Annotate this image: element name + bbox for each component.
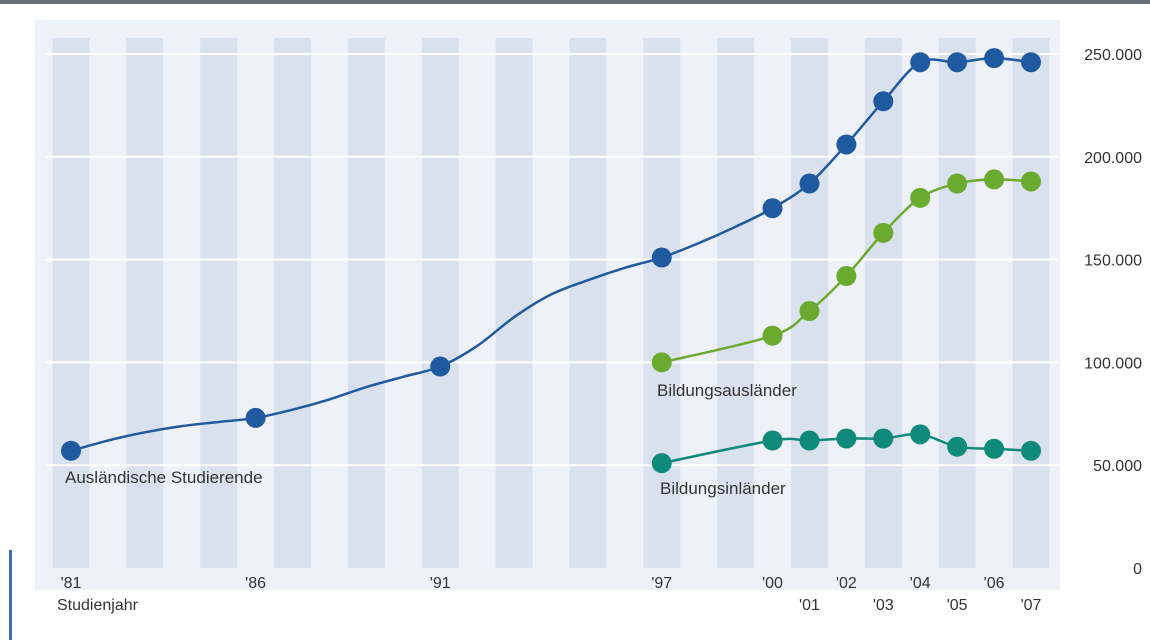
data-point [762, 430, 783, 451]
x-tick-label: '02 [836, 575, 857, 592]
year-band [938, 38, 976, 568]
data-point [651, 453, 672, 474]
plot-area [35, 20, 1060, 590]
data-point [651, 247, 672, 268]
year-band [347, 38, 385, 568]
year-band [126, 38, 164, 568]
x-tick-label: '97 [651, 575, 672, 592]
y-tick-label: 0 [1133, 561, 1142, 578]
x-tick-label: '91 [430, 575, 451, 592]
y-tick-label: 50.000 [1093, 458, 1142, 475]
x-tick-label: '00 [762, 575, 783, 592]
data-point [836, 134, 857, 155]
data-point [836, 266, 857, 287]
data-point [984, 438, 1005, 459]
year-bands [52, 38, 1050, 568]
x-tick-label: '06 [984, 575, 1005, 592]
year-band [274, 38, 311, 568]
data-point [1021, 440, 1041, 461]
data-point [910, 187, 931, 208]
data-point [1021, 171, 1041, 192]
x-tick-label: '04 [910, 575, 931, 592]
data-point [873, 222, 894, 243]
data-point [984, 169, 1005, 190]
data-point [836, 428, 857, 449]
series-label: Bildungsausländer [657, 381, 797, 400]
year-band [52, 38, 90, 568]
y-tick-label: 100.000 [1084, 355, 1142, 372]
x-tick-label: '81 [61, 575, 82, 592]
x-tick-label: '01 [799, 597, 820, 614]
series-line [70, 56, 1032, 453]
x-tick-label: '86 [245, 575, 266, 592]
data-point [873, 428, 894, 449]
left-accent-bar [9, 550, 12, 640]
data-point [762, 325, 783, 346]
y-tick-label: 200.000 [1084, 150, 1142, 167]
gridlines [45, 53, 1058, 467]
year-band [864, 38, 902, 568]
x-axis-label: Studienjahr [57, 597, 139, 614]
year-band [495, 38, 533, 568]
data-point [1021, 52, 1041, 73]
year-band [200, 38, 238, 568]
data-point [910, 52, 931, 73]
series-label: Ausländische Studierende [65, 468, 263, 487]
data-point [762, 198, 783, 219]
series-label: Bildungsinländer [660, 479, 786, 498]
data-point [984, 48, 1005, 69]
y-tick-label: 150.000 [1084, 253, 1142, 270]
year-band [1012, 38, 1050, 568]
x-tick-label: '05 [947, 597, 968, 614]
year-band [569, 38, 607, 568]
data-point [799, 173, 820, 194]
y-axis-ticks: 0 50.000 100.000 150.000 200.000 250.000 [1084, 47, 1142, 578]
data-point [799, 301, 820, 321]
year-band [643, 38, 681, 568]
year-band [421, 38, 459, 568]
data-point [947, 52, 968, 73]
x-tick-label: '07 [1021, 597, 1042, 614]
series-labels: Ausländische Studierende Bildungsauslände… [65, 381, 797, 498]
series-markers [61, 48, 1041, 474]
data-point [430, 356, 451, 377]
data-point [651, 352, 672, 373]
data-point [947, 436, 968, 457]
year-band [717, 38, 755, 568]
x-axis-ticks: '81 '86 '91 '97 '00 '01 '02 '03 '04 '05 '06 '07 [61, 575, 1042, 614]
top-border [0, 0, 1150, 4]
plot-background [35, 20, 1060, 590]
x-tick-label: '03 [873, 597, 894, 614]
data-point [947, 173, 968, 194]
data-point [245, 407, 266, 428]
data-point [910, 424, 931, 445]
data-point [61, 440, 81, 461]
data-point [873, 91, 894, 112]
y-tick-label: 250.000 [1084, 47, 1142, 64]
data-point [799, 430, 820, 451]
